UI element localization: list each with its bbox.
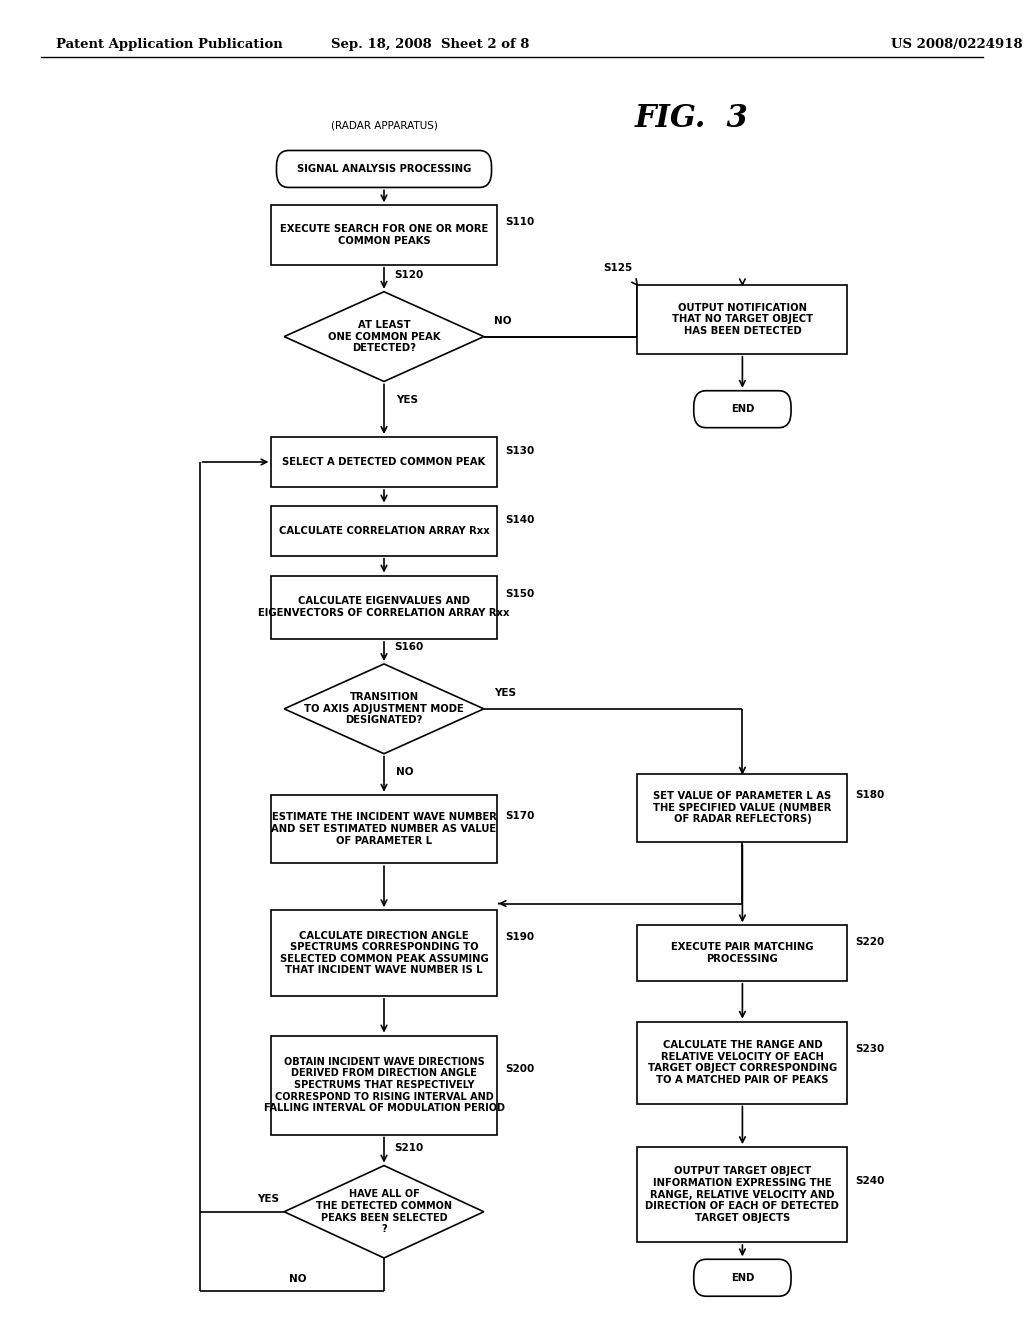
Text: CALCULATE EIGENVALUES AND
EIGENVECTORS OF CORRELATION ARRAY Rxx: CALCULATE EIGENVALUES AND EIGENVECTORS O…	[258, 597, 510, 618]
Text: EXECUTE SEARCH FOR ONE OR MORE
COMMON PEAKS: EXECUTE SEARCH FOR ONE OR MORE COMMON PE…	[280, 224, 488, 246]
Bar	[271, 506, 497, 556]
Text: S200: S200	[505, 1064, 535, 1074]
Text: OUTPUT TARGET OBJECT
INFORMATION EXPRESSING THE
RANGE, RELATIVE VELOCITY AND
DIR: OUTPUT TARGET OBJECT INFORMATION EXPRESS…	[645, 1167, 840, 1222]
Text: NO: NO	[289, 1274, 307, 1284]
Polygon shape	[284, 664, 484, 754]
Text: S150: S150	[505, 589, 535, 599]
Text: S130: S130	[505, 446, 535, 457]
Text: S240: S240	[856, 1176, 885, 1187]
Text: CALCULATE CORRELATION ARRAY Rxx: CALCULATE CORRELATION ARRAY Rxx	[279, 525, 489, 536]
Bar	[271, 1036, 497, 1135]
Text: SIGNAL ANALYSIS PROCESSING: SIGNAL ANALYSIS PROCESSING	[297, 164, 471, 174]
Text: Patent Application Publication: Patent Application Publication	[56, 38, 283, 51]
Text: S190: S190	[505, 932, 534, 942]
Bar	[271, 911, 497, 995]
Text: ESTIMATE THE INCIDENT WAVE NUMBER
AND SET ESTIMATED NUMBER AS VALUE
OF PARAMETER: ESTIMATE THE INCIDENT WAVE NUMBER AND SE…	[271, 812, 497, 846]
Text: S140: S140	[505, 515, 535, 525]
Bar	[637, 1147, 847, 1242]
Text: YES: YES	[495, 688, 516, 698]
Text: HAVE ALL OF
THE DETECTED COMMON
PEAKS BEEN SELECTED
?: HAVE ALL OF THE DETECTED COMMON PEAKS BE…	[316, 1189, 452, 1234]
Text: TRANSITION
TO AXIS ADJUSTMENT MODE
DESIGNATED?: TRANSITION TO AXIS ADJUSTMENT MODE DESIG…	[304, 692, 464, 726]
Bar	[271, 576, 497, 639]
Text: YES: YES	[396, 395, 418, 405]
Text: S180: S180	[856, 789, 885, 800]
Bar	[271, 437, 497, 487]
Text: END: END	[731, 404, 754, 414]
Text: FIG.  3: FIG. 3	[635, 103, 749, 135]
Bar	[637, 1022, 847, 1104]
Bar	[271, 205, 497, 264]
Text: S120: S120	[394, 269, 424, 280]
Bar	[637, 285, 847, 354]
Text: S125: S125	[603, 263, 632, 273]
FancyBboxPatch shape	[694, 1259, 791, 1296]
Polygon shape	[284, 1166, 484, 1258]
Text: EXECUTE PAIR MATCHING
PROCESSING: EXECUTE PAIR MATCHING PROCESSING	[671, 942, 814, 964]
Text: S110: S110	[505, 216, 535, 227]
Text: OBTAIN INCIDENT WAVE DIRECTIONS
DERIVED FROM DIRECTION ANGLE
SPECTRUMS THAT RESP: OBTAIN INCIDENT WAVE DIRECTIONS DERIVED …	[263, 1057, 505, 1113]
Text: YES: YES	[257, 1193, 279, 1204]
Text: NO: NO	[396, 767, 414, 777]
Bar	[271, 795, 497, 863]
Text: AT LEAST
ONE COMMON PEAK
DETECTED?: AT LEAST ONE COMMON PEAK DETECTED?	[328, 319, 440, 354]
Text: NO: NO	[495, 315, 512, 326]
Text: CALCULATE DIRECTION ANGLE
SPECTRUMS CORRESPONDING TO
SELECTED COMMON PEAK ASSUMI: CALCULATE DIRECTION ANGLE SPECTRUMS CORR…	[280, 931, 488, 975]
FancyBboxPatch shape	[694, 391, 791, 428]
Text: CALCULATE THE RANGE AND
RELATIVE VELOCITY OF EACH
TARGET OBJECT CORRESPONDING
TO: CALCULATE THE RANGE AND RELATIVE VELOCIT…	[648, 1040, 837, 1085]
Text: (RADAR APPARATUS): (RADAR APPARATUS)	[331, 120, 437, 131]
FancyBboxPatch shape	[276, 150, 492, 187]
Text: US 2008/0224918 A1: US 2008/0224918 A1	[891, 38, 1024, 51]
Text: END: END	[731, 1272, 754, 1283]
Text: S170: S170	[505, 810, 535, 821]
Text: SET VALUE OF PARAMETER L AS
THE SPECIFIED VALUE (NUMBER
OF RADAR REFLECTORS): SET VALUE OF PARAMETER L AS THE SPECIFIE…	[653, 791, 831, 825]
Text: S210: S210	[394, 1143, 424, 1154]
Text: Sep. 18, 2008  Sheet 2 of 8: Sep. 18, 2008 Sheet 2 of 8	[331, 38, 529, 51]
Text: OUTPUT NOTIFICATION
THAT NO TARGET OBJECT
HAS BEEN DETECTED: OUTPUT NOTIFICATION THAT NO TARGET OBJEC…	[672, 302, 813, 337]
Text: S160: S160	[394, 642, 424, 652]
Text: SELECT A DETECTED COMMON PEAK: SELECT A DETECTED COMMON PEAK	[283, 457, 485, 467]
Text: S230: S230	[856, 1044, 885, 1055]
Bar	[637, 774, 847, 842]
Bar	[637, 925, 847, 981]
Text: S220: S220	[856, 937, 885, 948]
Polygon shape	[284, 292, 484, 381]
